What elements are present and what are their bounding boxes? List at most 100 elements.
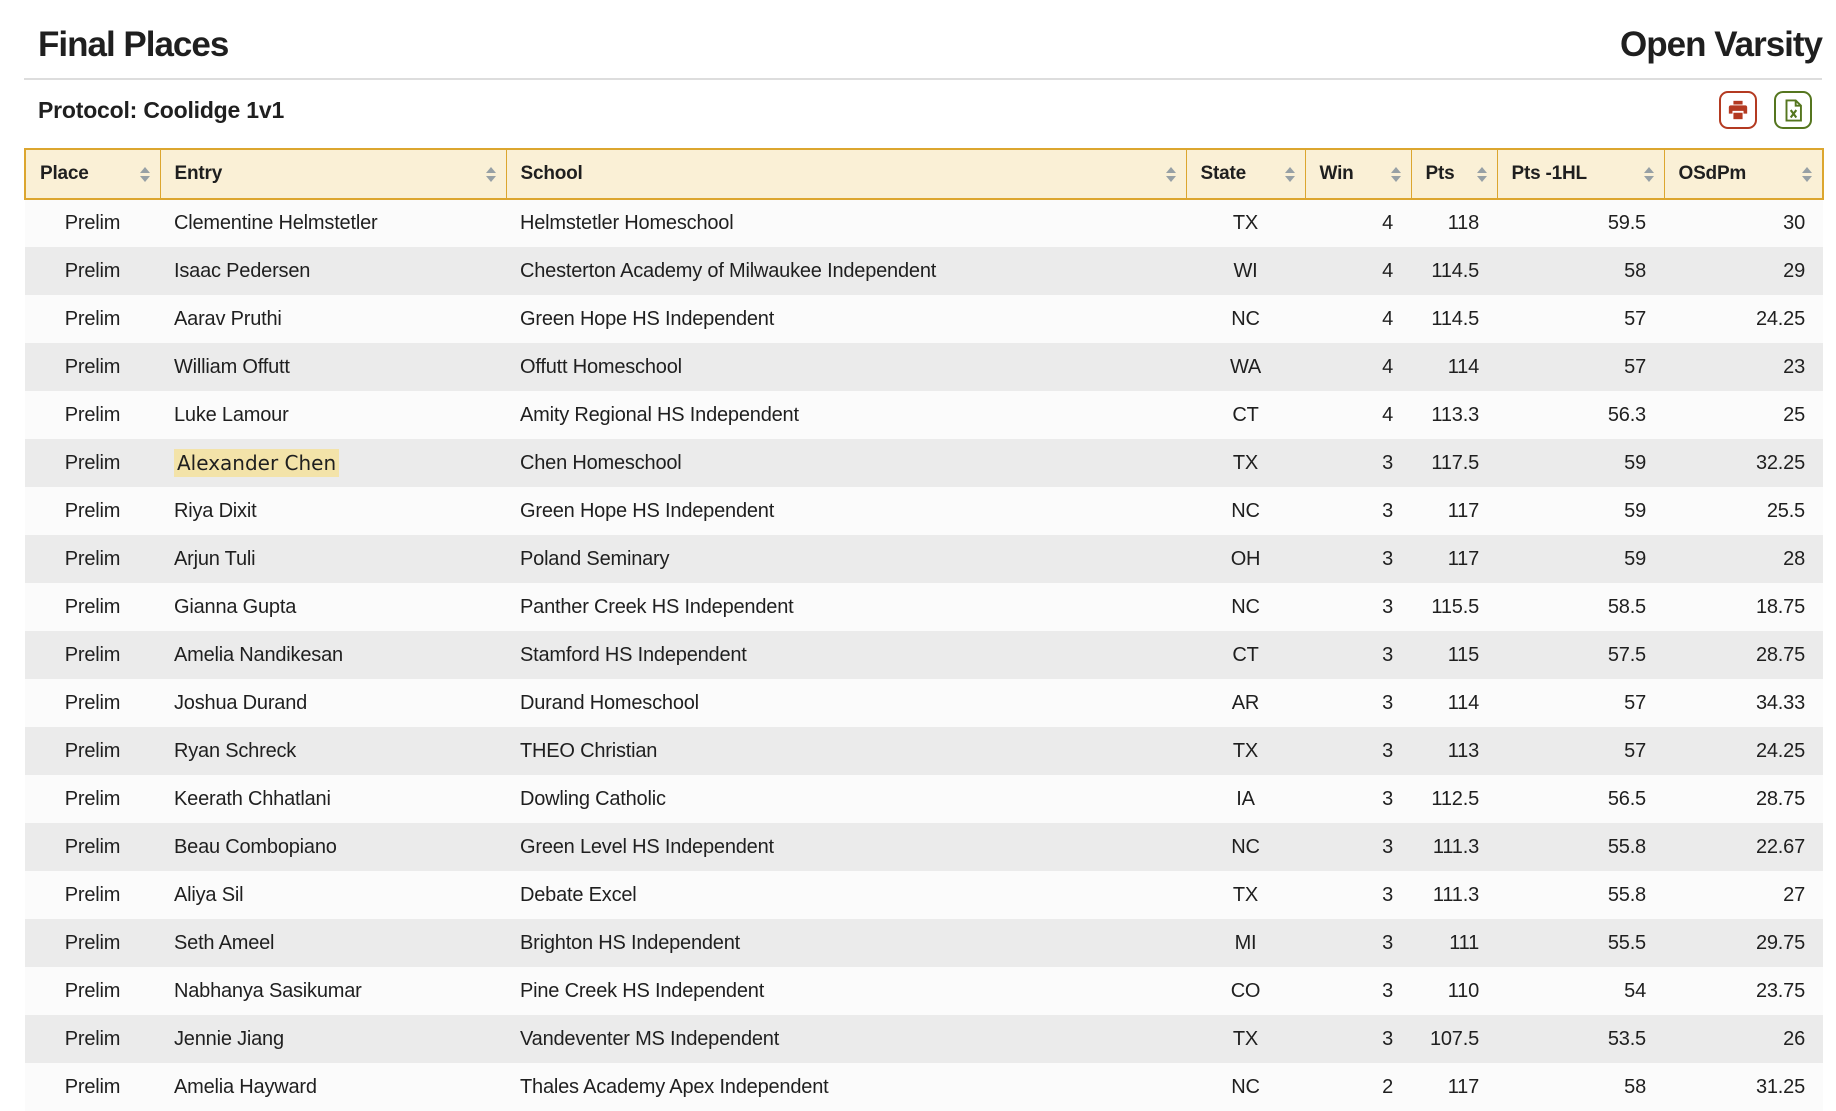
print-button[interactable] [1719,91,1757,129]
sort-icon [1643,166,1654,182]
cell-osdpm: 34.33 [1755,691,1805,714]
cell-osdpm: 32.25 [1755,451,1805,474]
cell-place: Prelim [64,355,121,378]
cell-pts_1hl: 57.5 [1607,643,1646,666]
cell-school: Helmstetler Homeschool [520,212,734,234]
cell-entry: Amelia Hayward [174,1075,317,1098]
cell-win: 4 [1382,355,1393,378]
cell-pts_1hl: 55.5 [1607,931,1646,954]
cell-school: Durand Homeschool [520,691,699,714]
printer-icon [1727,99,1749,121]
cell-place: Prelim [64,1075,121,1098]
cell-school: Thales Academy Apex Independent [520,1075,829,1098]
column-header-osdpm[interactable]: OSdPm [1663,148,1824,200]
cell-osdpm: 29 [1783,259,1805,282]
cell-pts_1hl: 53.5 [1607,1027,1646,1050]
cell-win: 3 [1382,739,1393,762]
column-header-win[interactable]: Win [1304,148,1412,200]
cell-school: Pine Creek HS Independent [520,979,765,1002]
table-row: Prelim Gianna Gupta Panther Creek HS Indep… [25,583,1823,631]
cell-osdpm: 28 [1783,547,1805,570]
cell-pts: 115.5 [1431,595,1479,618]
cell-place: Prelim [64,307,121,330]
table-row: Prelim Seth Ameel Brighton HS Independent M… [25,919,1823,967]
cell-win: 4 [1382,307,1393,330]
cell-place: Prelim [64,979,121,1002]
cell-entry: Seth Ameel [174,931,275,954]
sort-icon [139,166,150,182]
column-label: Pts [1425,163,1455,184]
column-label: Win [1319,163,1354,184]
cell-school: Panther Creek HS Independent [520,595,794,618]
cell-pts: 113 [1447,739,1479,762]
cell-pts_1hl: 55.8 [1607,883,1646,906]
column-label: OSdPm [1678,163,1747,184]
cell-state: IA [1236,787,1255,810]
cell-osdpm: 23 [1783,355,1805,378]
cell-win: 3 [1382,499,1393,522]
cell-osdpm: 25 [1783,403,1805,426]
cell-state: OH [1230,547,1261,570]
cell-pts: 118 [1447,212,1479,234]
table-row: Prelim Riya Dixit Green Hope HS Independen… [25,487,1823,535]
cell-place: Prelim [64,835,121,858]
cell-entry: Amelia Nandikesan [174,643,343,666]
cell-state: TX [1232,451,1259,474]
sort-icon [485,166,496,182]
cell-pts: 117.5 [1431,451,1479,474]
cell-entry: Isaac Pedersen [174,259,311,282]
cell-pts: 112.5 [1431,787,1479,810]
table-row: Prelim Clementine Helmstetler Helmstetler … [25,199,1823,247]
cell-entry: Beau Combopiano [174,835,337,858]
cell-place: Prelim [64,739,121,762]
cell-entry: Riya Dixit [174,499,257,522]
cell-pts_1hl: 54 [1624,979,1646,1002]
cell-pts_1hl: 58 [1624,259,1646,282]
column-header-place[interactable]: Place [24,148,161,200]
cell-entry: Joshua Durand [174,691,308,714]
sort-icon [1165,166,1176,182]
cell-win: 3 [1382,1027,1393,1050]
cell-state: TX [1232,739,1259,762]
table-row: Prelim Arjun Tuli Poland Seminary OH 3 117 59 2… [25,535,1823,583]
column-header-state[interactable]: State [1185,148,1306,200]
cell-pts_1hl: 57 [1624,307,1646,330]
sort-icon [1476,166,1487,182]
cell-osdpm: 18.75 [1755,595,1805,618]
cell-state: CO [1230,979,1261,1002]
cell-state: NC [1231,835,1260,858]
cell-entry: Ryan Schreck [174,739,297,762]
cell-pts: 107.5 [1429,1027,1479,1050]
cell-pts: 114.5 [1431,259,1479,282]
table-head: Place Entry School State Win Pts Pts -1HL OSdPm [24,148,1824,200]
cell-state: NC [1231,499,1260,522]
column-header-entry[interactable]: Entry [159,148,507,200]
column-label: Entry [174,163,223,184]
cell-entry: Arjun Tuli [174,547,256,570]
cell-state: WA [1229,355,1262,378]
cell-osdpm: 27 [1783,883,1805,906]
cell-entry: Luke Lamour [174,403,289,426]
cell-school: Offutt Homeschool [520,355,682,378]
table-row: Prelim Alexander Chen Chen Homeschool TX 3 11… [25,439,1823,487]
excel-export-button[interactable] [1774,91,1812,129]
cell-entry: Keerath Chhatlani [174,787,331,810]
column-header-pts_1hl[interactable]: Pts -1HL [1496,148,1665,200]
cell-school: Dowling Catholic [520,787,666,810]
table-row: Prelim Isaac Pedersen Chesterton Academy o… [25,247,1823,295]
cell-place: Prelim [64,499,121,522]
cell-osdpm: 30 [1783,212,1805,234]
cell-school: Poland Seminary [520,547,670,570]
cell-pts: 117 [1447,499,1479,522]
table-row: Prelim Joshua Durand Durand Homeschool AR 3 1… [25,679,1823,727]
column-label: Pts -1HL [1511,163,1588,184]
table-row: Prelim Amelia Hayward Thales Academy Apex … [25,1063,1823,1111]
column-header-pts[interactable]: Pts [1410,148,1498,200]
cell-pts: 111.3 [1432,883,1479,906]
cell-pts: 117 [1447,547,1479,570]
cell-pts: 115 [1447,643,1479,666]
column-header-school[interactable]: School [505,148,1187,200]
cell-place: Prelim [64,451,121,474]
toolbar: Protocol: Coolidge 1v1 [24,80,1822,140]
cell-place: Prelim [64,1027,121,1050]
